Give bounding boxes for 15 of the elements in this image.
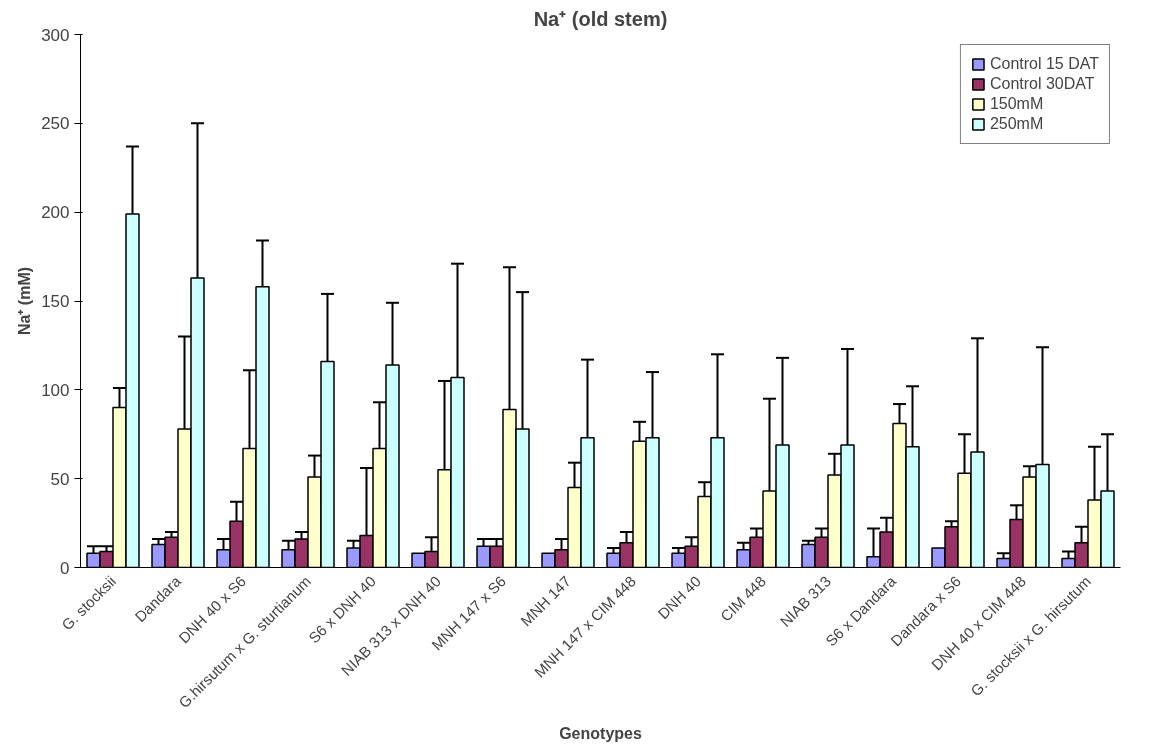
y-axis-title: Na⁺ (mM) bbox=[16, 266, 34, 336]
y-tick-label: 250 bbox=[41, 114, 70, 134]
legend-label: 250mM bbox=[989, 115, 1044, 133]
x-axis-title: Genotypes bbox=[559, 725, 642, 743]
legend-label: Control 15 DAT bbox=[989, 55, 1099, 73]
y-tick-label: 200 bbox=[41, 203, 70, 223]
y-tick-label: 50 bbox=[50, 469, 70, 489]
y-tick-label: 300 bbox=[41, 25, 70, 45]
legend-label: 150mM bbox=[989, 95, 1044, 113]
y-tick-label: 0 bbox=[60, 558, 70, 578]
legend-label: Control 30DAT bbox=[989, 75, 1095, 93]
y-tick-label: 100 bbox=[41, 380, 70, 400]
y-tick-label: 150 bbox=[41, 292, 70, 311]
x-tick-label: CIM 448 bbox=[716, 572, 770, 625]
chart-title: Na⁺ (old stem) bbox=[533, 7, 668, 30]
